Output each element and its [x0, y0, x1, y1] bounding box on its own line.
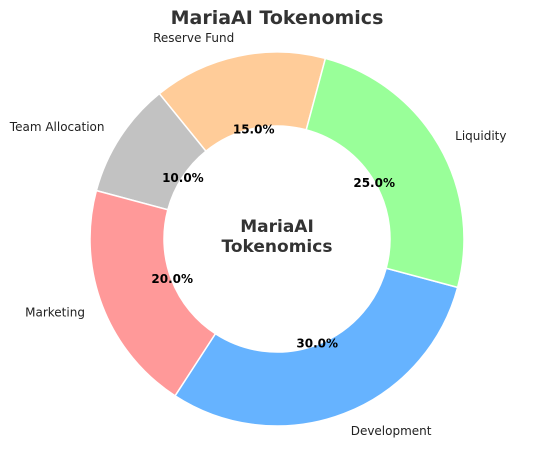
center-label-line-2: Tokenomics — [222, 237, 333, 257]
chart-title: MariaAI Tokenomics — [171, 7, 384, 29]
slice-liquidity — [305, 57, 465, 289]
pct-label-reserve-fund: 15.0% — [233, 122, 275, 136]
label-development: Development — [351, 424, 432, 438]
center-label-line-1: MariaAI — [240, 217, 314, 237]
label-marketing: Marketing — [25, 306, 85, 320]
label-team-allocation: Team Allocation — [9, 120, 105, 134]
pct-label-marketing: 20.0% — [151, 272, 193, 286]
pct-label-liquidity: 25.0% — [353, 176, 395, 190]
pct-label-team-allocation: 10.0% — [162, 171, 204, 185]
slice-labels: Reserve Fund 15.0% Team Allocation 10.0% Mar… — [9, 31, 507, 438]
donut-slices — [89, 51, 465, 427]
label-liquidity: Liquidity — [455, 129, 506, 143]
slice-development — [174, 267, 459, 427]
label-reserve-fund: Reserve Fund — [153, 31, 234, 45]
pct-label-development: 30.0% — [296, 337, 338, 351]
